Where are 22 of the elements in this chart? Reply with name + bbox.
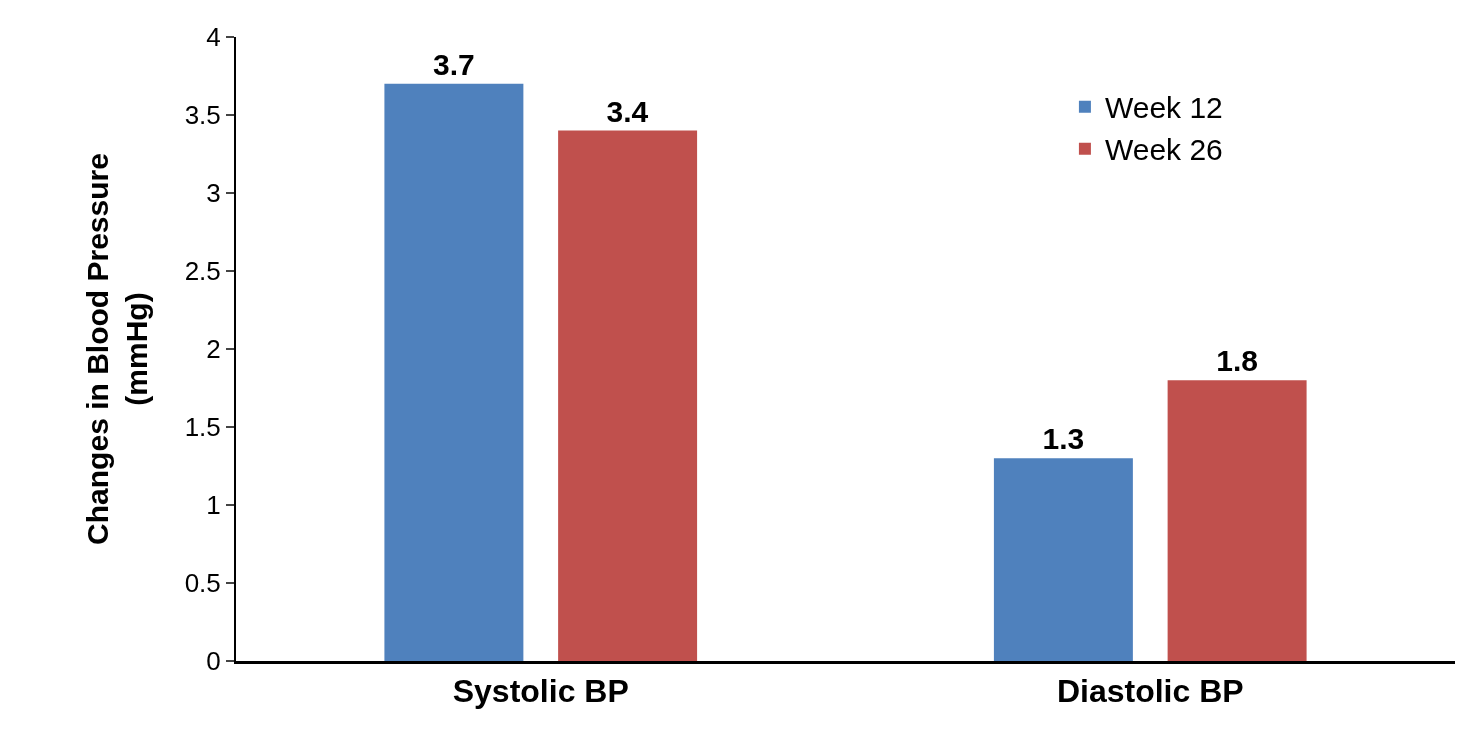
y-tick-label: 1	[206, 490, 221, 521]
bar	[993, 458, 1133, 661]
bar	[1167, 380, 1307, 661]
y-tick-label: 0	[206, 646, 221, 677]
data-label: 1.8	[1216, 344, 1258, 378]
y-tick-label: 4	[206, 22, 221, 53]
y-axis-title: Changes in Blood Pressure (mmHg)	[81, 153, 154, 545]
x-tick-label: Systolic BP	[452, 673, 629, 710]
legend-label: Week 12	[1104, 91, 1223, 125]
data-label: 3.4	[606, 94, 649, 128]
y-tick-label: 2	[206, 334, 221, 365]
y-tick-label: 1.5	[184, 412, 221, 443]
legend-label: Week 26	[1104, 133, 1223, 167]
y-tick-label: 2.5	[184, 256, 221, 287]
data-label: 1.3	[1042, 422, 1085, 456]
x-tick-label: Diastolic BP	[1056, 673, 1244, 710]
data-label: 3.7	[433, 47, 475, 81]
y-tick-label: 0.5	[184, 568, 221, 599]
bar	[558, 130, 698, 661]
y-tick-label: 3.5	[184, 100, 221, 131]
bar	[384, 83, 524, 661]
y-tick-label: 3	[206, 178, 221, 209]
